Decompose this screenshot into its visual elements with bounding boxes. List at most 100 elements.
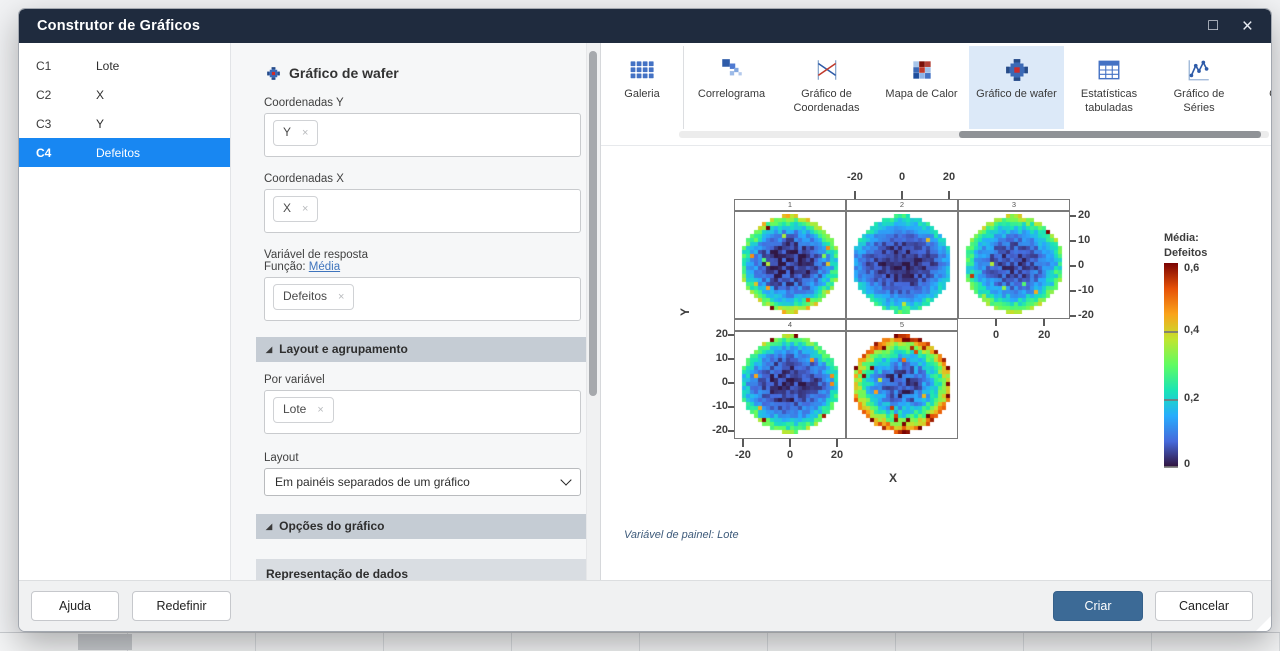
variable-chip[interactable]: X × (273, 196, 319, 223)
dialog-titlebar[interactable]: Construtor de Gráficos □ × (19, 9, 1271, 43)
left-axis-tick-mark (728, 358, 734, 360)
correlogram-chart-icon (719, 55, 745, 85)
reset-button[interactable]: Redefinir (132, 591, 231, 621)
series-chart-icon (1186, 55, 1212, 85)
layout-select[interactable]: Em painéis separados de um gráfico (264, 468, 581, 496)
chip-label: Y (283, 125, 292, 139)
legend-tick-label: 0,2 (1184, 392, 1200, 404)
column-id: C2 (36, 87, 52, 102)
collapse-icon: ◢ (266, 345, 273, 354)
legend-tick-label: 0,6 (1184, 262, 1200, 274)
gallery-scrollbar-thumb[interactable] (959, 131, 1261, 138)
resize-grip[interactable] (1256, 616, 1271, 631)
chip-remove-icon[interactable]: × (302, 203, 309, 215)
by-variable-field[interactable]: Lote × (264, 390, 581, 434)
gallery-item-label: Gráfico dempilh (1269, 87, 1271, 115)
left-axis-tick-mark (728, 406, 734, 408)
builder-form: Gráfico de wafer Coordenadas Y Y × Coorde… (256, 43, 589, 589)
col3-axis-tick-label: 0 (993, 329, 1000, 341)
heatmap-chart-icon (909, 55, 935, 85)
top-axis-tick-label: 0 (898, 171, 906, 183)
chart-type-gallery: Galeria Correlograma Gráfico de Coordenadas… (601, 46, 1271, 129)
column-name: Y (96, 116, 105, 131)
right-axis-tick-mark (1070, 315, 1076, 317)
maximize-icon: □ (1208, 17, 1218, 34)
chip-remove-icon[interactable]: × (302, 127, 309, 139)
builder-scrollbar[interactable] (586, 43, 600, 583)
create-button[interactable]: Criar (1053, 591, 1143, 621)
chip-label: Lote (283, 402, 307, 416)
wafer-heatmap-5 (850, 334, 954, 434)
coord-x-label: Coordenadas X (264, 173, 344, 185)
section-graph-options[interactable]: ◢ Opções do gráfico (256, 514, 589, 539)
funcao-media-link[interactable]: Média (308, 261, 341, 273)
top-axis-tick-label: -20 (847, 171, 863, 183)
coord-x-field[interactable]: X × (264, 189, 581, 233)
right-axis-tick-mark (1070, 290, 1076, 292)
column-row-c2[interactable]: C2 X (19, 80, 230, 109)
response-function-line: Função: Média (264, 261, 589, 273)
bottom-axis-tick-mark (789, 439, 791, 447)
column-row-c4[interactable]: C4 Defeitos (19, 138, 230, 167)
chip-remove-icon[interactable]: × (317, 404, 324, 416)
variable-chip[interactable]: Y × (273, 120, 319, 147)
help-button[interactable]: Ajuda (31, 591, 119, 621)
col3-axis-tick-label: 20 (1038, 329, 1051, 341)
response-field[interactable]: Defeitos × (264, 277, 581, 321)
right-axis-tick-label: 10 (1078, 234, 1091, 246)
gallery-divider (601, 145, 1271, 146)
right-axis-tick-label: -10 (1078, 284, 1094, 296)
variable-chip[interactable]: Lote × (273, 397, 334, 424)
gallery-item-series[interactable]: Gráfico de Séries (1154, 46, 1244, 129)
right-axis-tick-mark (1070, 215, 1076, 217)
wafer-chart-icon (1004, 55, 1030, 85)
column-name: X (96, 87, 105, 102)
by-variable-label: Por variável (264, 374, 325, 386)
layout-select-value: Em painéis separados de um gráfico (275, 475, 470, 489)
parallel-chart-icon (814, 55, 840, 85)
left-axis-tick-label: 10 (715, 352, 728, 364)
dialog-content: C1 Lote C2 X C3 Y C4 Defeitos Gráfico de wafer … (19, 43, 1271, 589)
gallery-item-wafer[interactable]: Gráfico de wafer (969, 46, 1064, 129)
panel-body-4 (734, 331, 846, 439)
worksheet-background (0, 632, 1280, 651)
cancel-button[interactable]: Cancelar (1155, 591, 1253, 621)
legend-title-line2: Defeitos (1164, 247, 1208, 259)
panel-header-5: 5 (846, 319, 958, 331)
column-id: C4 (36, 145, 52, 160)
builder-scrollbar-thumb[interactable] (589, 51, 597, 396)
gallery-item-table[interactable]: Estatísticas tabuladas (1064, 46, 1154, 129)
panel-body-5 (846, 331, 958, 439)
column-id: C1 (36, 58, 52, 73)
preview-panel: Galeria Correlograma Gráfico de Coordenadas… (601, 43, 1271, 583)
dialog-footer: Ajuda Redefinir Criar Cancelar (19, 580, 1271, 631)
panel-header-4: 4 (734, 319, 846, 331)
column-row-c3[interactable]: C3 Y (19, 109, 230, 138)
gallery-item-area[interactable]: Gráfico dempilh (1244, 46, 1271, 129)
coord-y-field[interactable]: Y × (264, 113, 581, 157)
chip-remove-icon[interactable]: × (338, 291, 345, 303)
gallery-item-label: Mapa de Calor (885, 88, 958, 100)
x-axis-title: X (888, 471, 897, 485)
gallery-item-correlogram[interactable]: Correlograma (684, 46, 779, 129)
bottom-axis-tick-label: 20 (830, 449, 844, 461)
coord-y-label: Coordenadas Y (264, 97, 344, 109)
close-button[interactable]: × (1242, 17, 1253, 36)
variable-chip[interactable]: Defeitos × (273, 284, 355, 311)
gallery-item-grid[interactable]: Galeria (601, 46, 684, 129)
legend-tick-mark (1164, 466, 1178, 468)
section-layout-grouping[interactable]: ◢ Layout e agrupamento (256, 337, 589, 362)
right-axis-tick-mark (1070, 240, 1076, 242)
gallery-scrollbar[interactable] (679, 131, 1269, 138)
builder-header: Gráfico de wafer (266, 65, 589, 81)
grid-chart-icon (629, 55, 655, 85)
maximize-button[interactable]: □ (1208, 18, 1218, 34)
bottom-axis-tick-label: -20 (735, 449, 751, 461)
gallery-item-parallel[interactable]: Gráfico de Coordenadas (779, 46, 874, 129)
legend-color-bar (1164, 263, 1178, 467)
legend-title-line1: Média: (1164, 232, 1199, 244)
gallery-item-heatmap[interactable]: Mapa de Calor (874, 46, 969, 129)
column-row-c1[interactable]: C1 Lote (19, 51, 230, 80)
wafer-heatmap-1 (738, 214, 842, 314)
builder-panel: Gráfico de wafer Coordenadas Y Y × Coorde… (231, 43, 601, 589)
